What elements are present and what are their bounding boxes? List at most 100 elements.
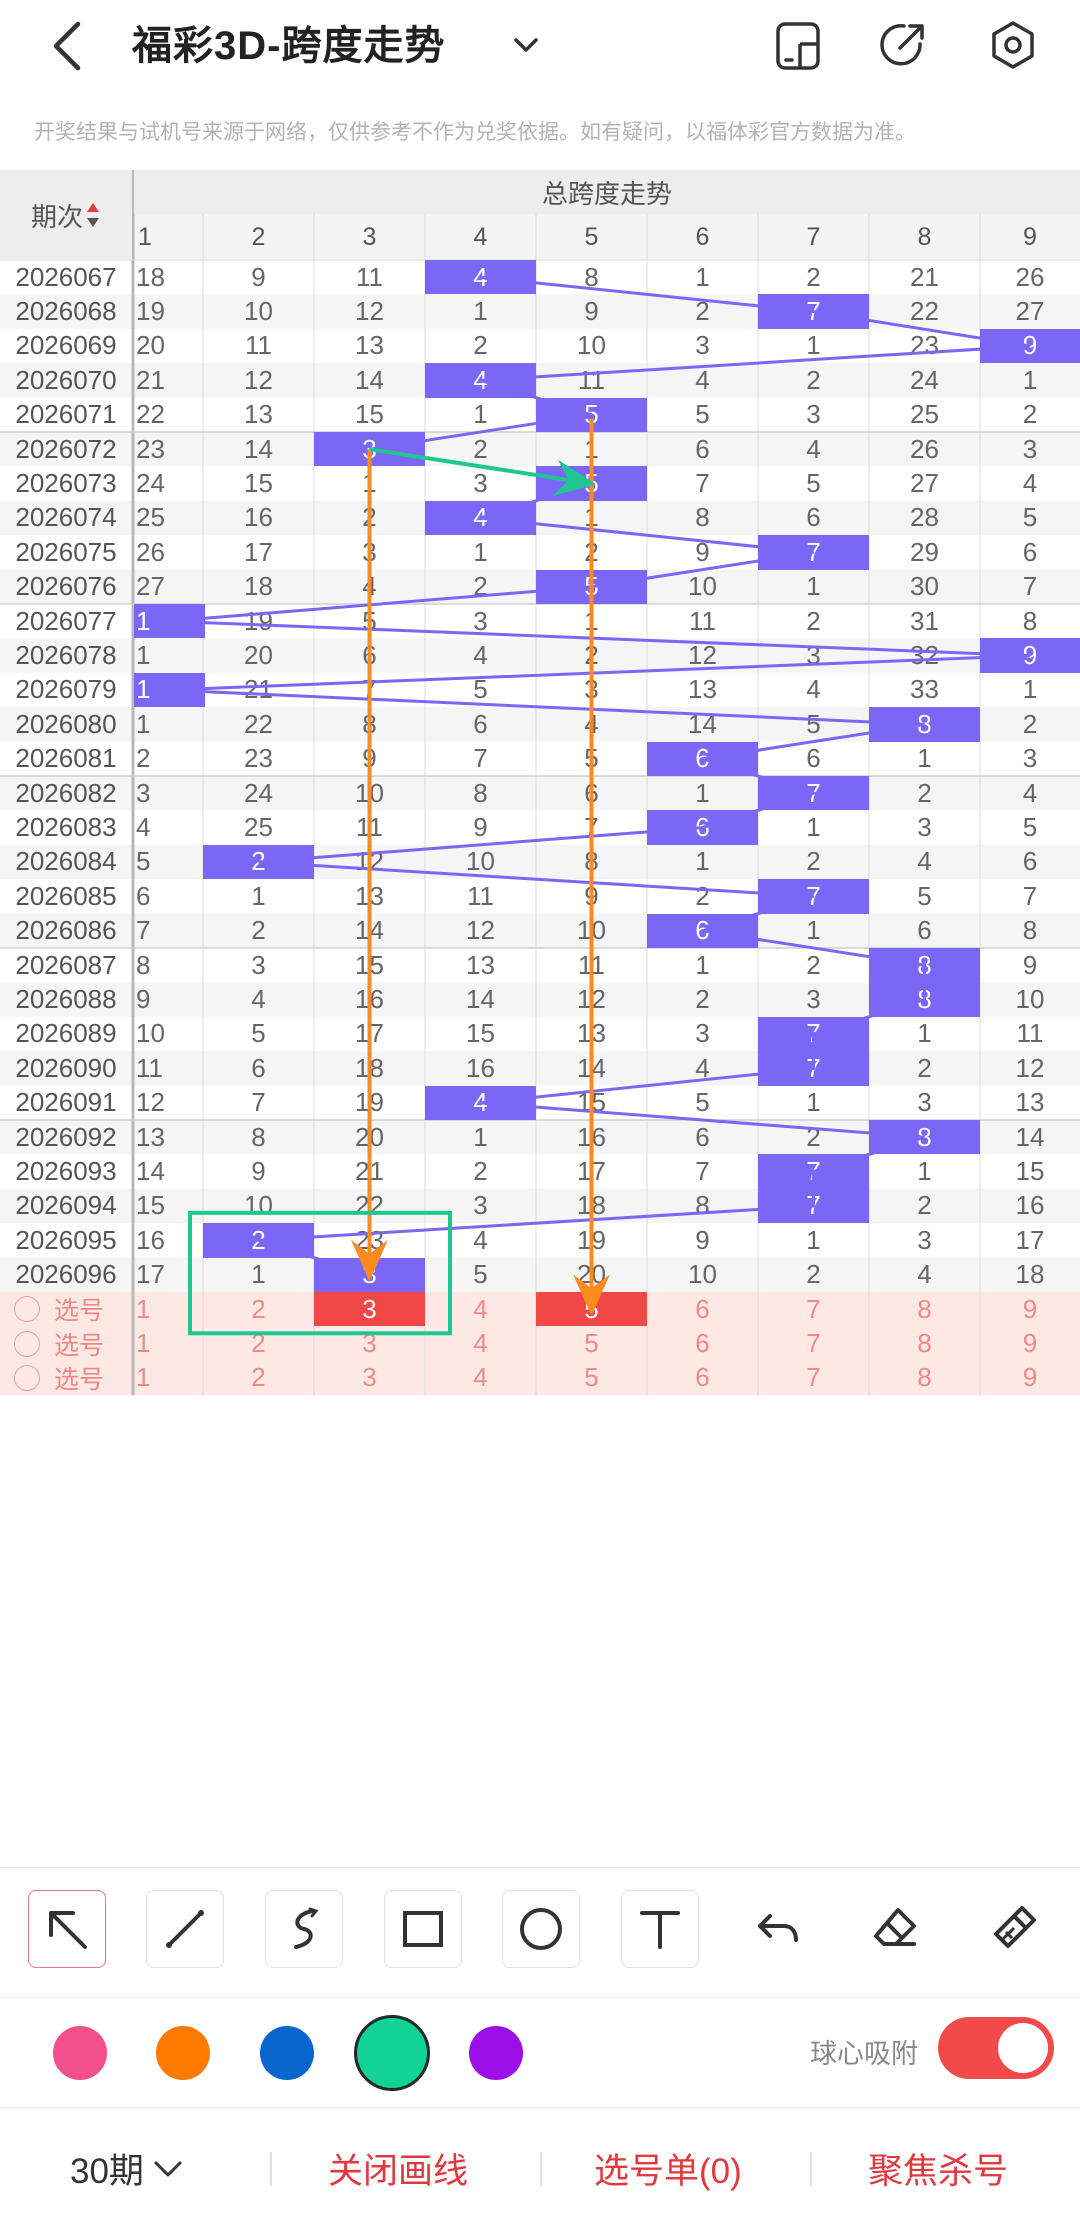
radio-icon[interactable] bbox=[14, 1296, 40, 1323]
back-icon[interactable] bbox=[44, 18, 94, 74]
miss-value-cell: 2 bbox=[473, 571, 488, 602]
select-number[interactable]: 4 bbox=[473, 1328, 488, 1359]
period-header[interactable]: 期次 bbox=[0, 170, 132, 260]
trend-ball[interactable]: 6 bbox=[647, 741, 758, 776]
trend-ball[interactable]: 9 bbox=[980, 638, 1080, 673]
undo-button[interactable] bbox=[740, 1890, 816, 1966]
close-lines-button[interactable]: 关闭画线 bbox=[328, 2151, 469, 2191]
select-number[interactable]: 6 bbox=[695, 1362, 710, 1393]
trend-ball[interactable]: 5 bbox=[536, 397, 647, 432]
trend-ball[interactable]: 4 bbox=[425, 260, 536, 295]
curve-tool-button[interactable] bbox=[265, 1890, 343, 1968]
picked-number[interactable]: 5 bbox=[536, 1292, 647, 1327]
select-number[interactable]: 8 bbox=[917, 1362, 932, 1393]
select-number[interactable]: 3 bbox=[362, 1328, 377, 1359]
select-number[interactable]: 9 bbox=[1022, 1362, 1038, 1393]
color-swatch[interactable] bbox=[354, 2015, 430, 2091]
select-row-label[interactable]: 选号 bbox=[0, 1292, 146, 1326]
trend-ball[interactable]: 8 bbox=[869, 707, 980, 742]
select-number[interactable]: 7 bbox=[806, 1293, 821, 1324]
select-number[interactable]: 8 bbox=[917, 1293, 932, 1324]
select-number[interactable]: 9 bbox=[1022, 1293, 1038, 1324]
trend-ball[interactable]: 1 bbox=[134, 604, 205, 639]
select-number[interactable]: 7 bbox=[806, 1328, 821, 1359]
circle-tool-button[interactable] bbox=[502, 1890, 580, 1968]
select-number[interactable]: 7 bbox=[806, 1362, 821, 1393]
trend-ball[interactable]: 7 bbox=[758, 1051, 869, 1086]
color-swatch[interactable] bbox=[53, 2026, 107, 2080]
select-number[interactable]: 6 bbox=[695, 1328, 710, 1359]
select-number[interactable]: 1 bbox=[136, 1328, 151, 1359]
trend-ball[interactable]: 8 bbox=[869, 948, 980, 983]
phone-layout-icon[interactable] bbox=[772, 18, 826, 72]
select-number[interactable]: 1 bbox=[136, 1362, 151, 1393]
trend-ball[interactable]: 2 bbox=[203, 1223, 314, 1258]
radio-icon[interactable] bbox=[14, 1364, 40, 1391]
trend-ball[interactable]: 4 bbox=[425, 500, 536, 536]
select-number[interactable]: 4 bbox=[473, 1293, 488, 1324]
miss-value-cell: 14 bbox=[466, 984, 495, 1015]
trend-ball[interactable]: 7 bbox=[758, 776, 869, 811]
trend-ball[interactable]: 9 bbox=[980, 328, 1080, 364]
select-row-label[interactable]: 选号 bbox=[0, 1326, 146, 1360]
color-swatch[interactable] bbox=[260, 2026, 314, 2080]
select-number[interactable]: 1 bbox=[136, 1293, 151, 1324]
trend-ball[interactable]: 3 bbox=[314, 432, 425, 467]
trend-ball[interactable]: 6 bbox=[647, 810, 758, 845]
page-title[interactable]: 福彩3D-跨度走势 bbox=[132, 24, 446, 68]
rectangle-tool-button[interactable] bbox=[384, 1890, 462, 1968]
select-number[interactable]: 3 bbox=[362, 1362, 377, 1393]
arrow-tool-button[interactable] bbox=[28, 1890, 106, 1968]
text-tool-button[interactable] bbox=[621, 1890, 699, 1968]
trend-ball[interactable]: 6 bbox=[647, 913, 758, 948]
focus-kill-button[interactable]: 聚焦杀号 bbox=[868, 2151, 1009, 2191]
trend-ball[interactable]: 4 bbox=[425, 1085, 536, 1120]
select-row-label[interactable]: 选号 bbox=[0, 1361, 146, 1395]
color-swatch[interactable] bbox=[469, 2026, 523, 2080]
select-number[interactable]: 5 bbox=[584, 1328, 599, 1359]
miss-value-cell: 5 bbox=[251, 1018, 266, 1049]
trend-ball[interactable]: 1 bbox=[134, 672, 205, 708]
share-icon[interactable] bbox=[876, 18, 930, 72]
trend-ball[interactable]: 8 bbox=[869, 982, 980, 1017]
miss-value-cell: 4 bbox=[1022, 468, 1038, 499]
select-number[interactable]: 9 bbox=[1022, 1328, 1038, 1359]
miss-value-cell: 9 bbox=[1022, 949, 1038, 980]
trend-ball[interactable]: 3 bbox=[314, 1257, 425, 1292]
trend-ball[interactable]: 7 bbox=[758, 1154, 869, 1189]
select-number[interactable]: 2 bbox=[251, 1293, 266, 1324]
pick-list-button[interactable]: 选号单(0) bbox=[594, 2151, 742, 2191]
select-number[interactable]: 8 bbox=[917, 1328, 932, 1359]
trend-ball[interactable]: 2 bbox=[203, 844, 314, 880]
clear-brush-button[interactable] bbox=[976, 1890, 1052, 1966]
miss-value-cell: 14 bbox=[688, 708, 717, 739]
trend-ball[interactable]: 7 bbox=[758, 535, 869, 570]
trend-ball[interactable]: 5 bbox=[536, 569, 647, 604]
color-swatch[interactable] bbox=[156, 2026, 210, 2080]
miss-value-cell: 1 bbox=[806, 571, 821, 602]
settings-icon[interactable] bbox=[986, 18, 1040, 72]
eraser-button[interactable] bbox=[858, 1890, 934, 1966]
select-number[interactable]: 4 bbox=[473, 1362, 488, 1393]
trend-ball[interactable]: 4 bbox=[425, 363, 536, 398]
line-tool-button[interactable] bbox=[146, 1890, 224, 1968]
miss-value-cell: 9 bbox=[695, 536, 710, 567]
trend-ball[interactable]: 7 bbox=[758, 1016, 869, 1052]
miss-value-cell: 9 bbox=[136, 984, 151, 1015]
select-number[interactable]: 2 bbox=[251, 1328, 266, 1359]
select-number[interactable]: 2 bbox=[251, 1362, 266, 1393]
select-number[interactable]: 6 bbox=[695, 1293, 710, 1324]
select-number[interactable]: 5 bbox=[584, 1362, 599, 1393]
trend-ball[interactable]: 7 bbox=[758, 879, 869, 914]
trend-ball[interactable]: 5 bbox=[536, 466, 647, 501]
chevron-down-icon[interactable] bbox=[508, 26, 544, 66]
trend-ball[interactable]: 7 bbox=[758, 1188, 869, 1224]
period-select[interactable]: 30期 bbox=[70, 2108, 186, 2228]
miss-value-cell: 9 bbox=[251, 1156, 266, 1187]
line-tool-icon bbox=[166, 1910, 204, 1948]
trend-ball[interactable]: 7 bbox=[758, 294, 869, 329]
trend-ball[interactable]: 8 bbox=[869, 1120, 980, 1155]
snap-toggle[interactable] bbox=[938, 2017, 1054, 2079]
picked-number[interactable]: 3 bbox=[314, 1292, 425, 1327]
radio-icon[interactable] bbox=[14, 1330, 40, 1357]
